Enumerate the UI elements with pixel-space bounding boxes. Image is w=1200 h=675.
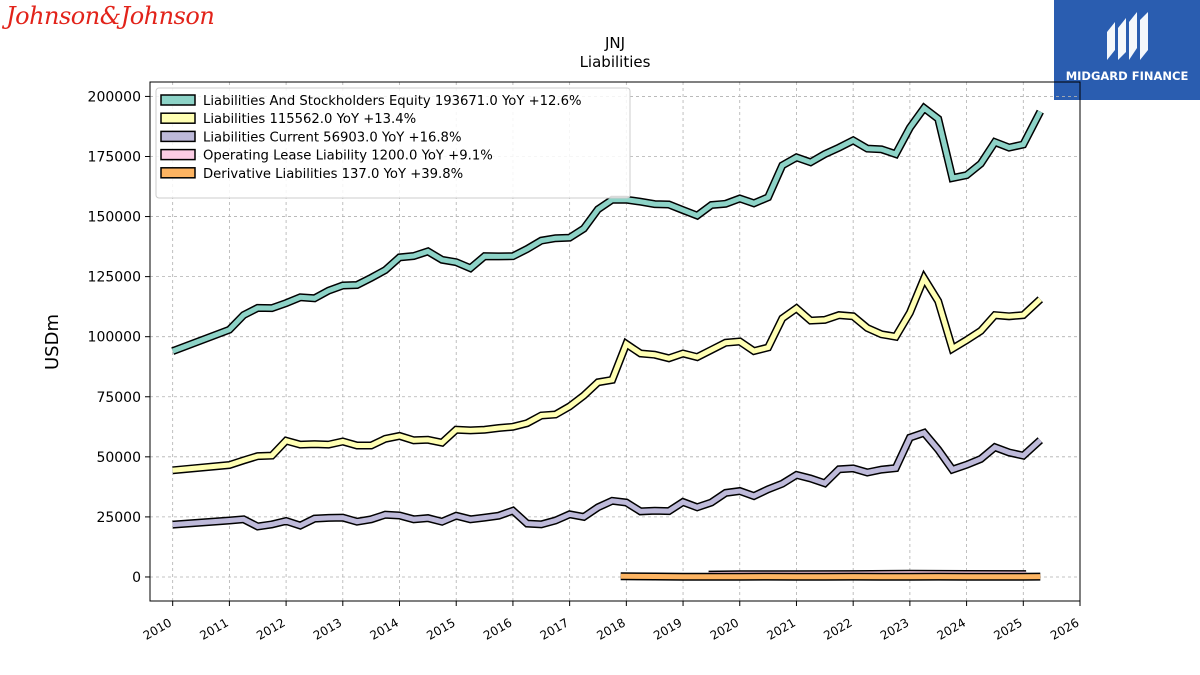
legend-swatch [160, 148, 196, 161]
x-tick-label: 2015 [424, 615, 457, 642]
y-tick-label: 200000 [88, 89, 141, 105]
y-tick-label: 0 [132, 570, 141, 586]
legend-label: Liabilities And Stockholders Equity 1936… [203, 94, 582, 109]
x-tick-label: 2020 [708, 615, 741, 642]
x-tick-label: 2021 [765, 615, 798, 642]
chart-subtitle: Liabilities [580, 53, 651, 71]
y-tick-label: 25000 [96, 510, 141, 526]
x-tick-label: 2010 [141, 615, 174, 642]
series-liabilities [172, 269, 1044, 475]
y-axis: 0 25000 50000 75000 100000 125000 150000 175000… [88, 89, 150, 586]
x-tick-label: 2018 [594, 615, 627, 642]
series-derivative-liabilities [620, 572, 1041, 581]
x-tick-label: 2017 [538, 615, 571, 642]
series-line [172, 272, 1043, 473]
x-tick-label: 2013 [311, 615, 344, 642]
x-tick-label: 2023 [878, 615, 911, 642]
plot-frame [149, 81, 1081, 602]
johnson-and-johnson-logo: Johnson&Johnson [6, 2, 215, 30]
series-line [172, 429, 1042, 530]
y-axis-label: USDm [42, 314, 63, 370]
chart-title: JNJ [604, 34, 625, 52]
y-tick-label: 100000 [88, 330, 141, 346]
y-tick-label: 75000 [96, 390, 141, 406]
series-line [171, 104, 1043, 354]
series-liabilities-and-stockholders-equity [171, 102, 1044, 355]
y-tick-label: 50000 [96, 450, 141, 466]
series-line [620, 573, 1041, 580]
legend-swatch [160, 130, 196, 143]
x-tick-label: 2019 [651, 615, 684, 642]
x-tick-label: 2025 [991, 615, 1024, 642]
legend-swatch [160, 112, 196, 124]
series-liabilities-current [172, 428, 1043, 531]
legend-label: Derivative Liabilities 137.0 YoY +39.8% [203, 167, 463, 182]
x-axis: 2010 2011 2012 2013 2014 2015 2016 2017 2018 2019… [141, 601, 1082, 643]
legend-label: Liabilities Current 56903.0 YoY +16.8% [203, 130, 461, 145]
legend-label: Operating Lease Liability 1200.0 YoY +9.… [203, 149, 493, 164]
legend: Liabilities And Stockholders Equity 1936… [155, 87, 631, 199]
x-tick-label: 2026 [1048, 615, 1081, 642]
y-tick-label: 150000 [88, 210, 141, 226]
midgard-logo-icon [1107, 12, 1148, 60]
x-tick-label: 2014 [368, 615, 401, 642]
legend-box [155, 87, 631, 199]
y-tick-label: 125000 [88, 270, 141, 286]
legend-label: Liabilities 115562.0 YoY +13.4% [203, 112, 416, 127]
legend-swatch [160, 167, 196, 179]
series-layer [171, 102, 1044, 581]
x-tick-label: 2011 [197, 615, 230, 642]
x-tick-label: 2024 [935, 615, 968, 642]
y-tick-label: 175000 [88, 149, 141, 165]
badge-text: MIDGARD FINANCE [1065, 69, 1189, 83]
x-tick-label: 2022 [821, 615, 854, 642]
x-tick-label: 2016 [481, 615, 514, 642]
midgard-finance-badge: MIDGARD FINANCE [1054, 0, 1200, 100]
legend-swatch [160, 94, 196, 106]
x-tick-label: 2012 [254, 615, 287, 642]
